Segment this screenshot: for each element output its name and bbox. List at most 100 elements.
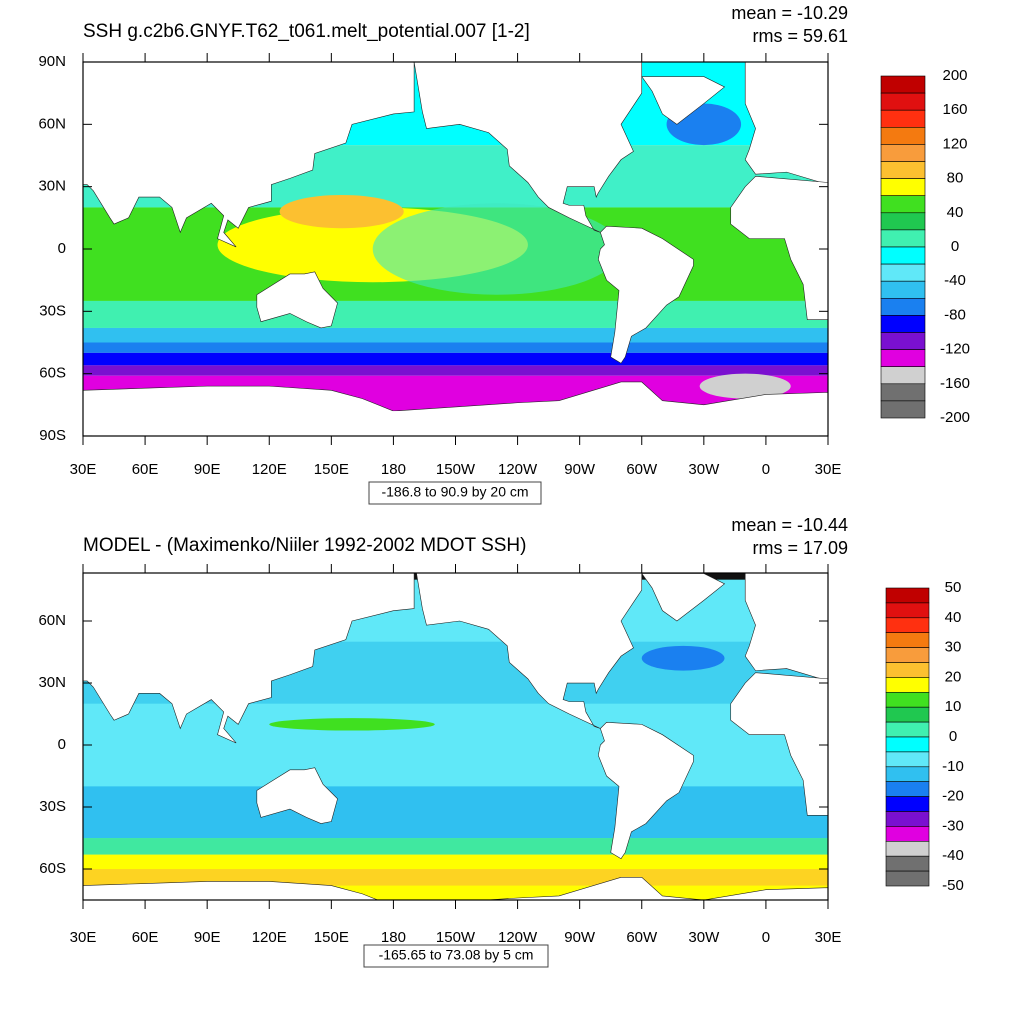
colorbar-box xyxy=(885,691,930,708)
range-box xyxy=(363,944,549,968)
x-tick-label: 30W xyxy=(688,929,720,946)
colorbar-label: -80 xyxy=(944,306,966,323)
x-tick-label: 150E xyxy=(314,461,349,478)
x-tick-label: 180 xyxy=(381,929,406,946)
colorbar-box xyxy=(880,366,926,385)
colorbar-label: -30 xyxy=(942,817,964,834)
colorbar-box xyxy=(885,736,930,753)
colorbar-box xyxy=(880,127,926,145)
x-tick-label: 60E xyxy=(132,929,159,946)
colorbar-label: 0 xyxy=(949,728,957,745)
colorbar-box xyxy=(880,229,926,248)
colorbar-box xyxy=(880,280,926,299)
colorbar-box xyxy=(885,781,930,797)
colorbar-box xyxy=(885,870,930,887)
colorbar-box xyxy=(880,109,926,128)
colorbar-box xyxy=(880,383,926,402)
colorbar-box xyxy=(885,811,930,827)
colorbar-box xyxy=(880,332,926,350)
x-tick-label: 120E xyxy=(252,461,287,478)
x-tick-label: 90E xyxy=(194,461,221,478)
range-label: -165.65 to 73.08 by 5 cm xyxy=(379,947,534,963)
stat-mean: mean = -10.29 xyxy=(731,3,848,23)
colorbar-label: 120 xyxy=(942,135,967,152)
colorbar-label: -10 xyxy=(942,758,964,775)
range-label: -186.8 to 90.9 by 20 cm xyxy=(381,484,528,500)
y-tick-label: 30S xyxy=(39,798,66,815)
colorbar-box xyxy=(880,212,926,231)
stat-mean: mean = -10.44 xyxy=(731,515,848,535)
colorbar-box xyxy=(880,400,926,419)
range-box xyxy=(368,481,542,505)
x-tick-label: 120E xyxy=(252,929,287,946)
x-tick-label: 60W xyxy=(626,929,658,946)
colorbar-box xyxy=(880,246,926,265)
colorbar-box xyxy=(880,297,926,316)
colorbar-box xyxy=(885,617,930,633)
map-field xyxy=(83,62,828,436)
x-tick-label: 90W xyxy=(564,929,596,946)
colorbar-label: 200 xyxy=(942,67,967,84)
colorbar-box xyxy=(880,263,926,282)
y-tick-label: 0 xyxy=(58,240,66,257)
y-tick-label: 60S xyxy=(39,860,66,877)
x-tick-label: 30E xyxy=(815,461,842,478)
colorbar-label: 0 xyxy=(951,238,959,255)
colorbar-label: 20 xyxy=(945,668,962,685)
map-field xyxy=(83,573,828,900)
colorbar-label: 30 xyxy=(945,639,962,656)
panel-title: MODEL - (Maximenko/Niiler 1992-2002 MDOT… xyxy=(83,535,526,556)
y-tick-label: 60S xyxy=(39,365,66,382)
y-tick-label: 0 xyxy=(58,736,66,753)
colorbar-box xyxy=(885,662,930,678)
x-tick-label: 60E xyxy=(132,461,159,478)
x-tick-label: 120W xyxy=(498,929,538,946)
y-tick-label: 90N xyxy=(38,53,66,70)
colorbar-box xyxy=(885,677,930,693)
colorbar-box xyxy=(885,855,930,872)
x-tick-label: 150E xyxy=(314,929,349,946)
colorbar-box xyxy=(885,766,930,782)
y-tick-label: 30N xyxy=(38,178,66,195)
x-tick-label: 30E xyxy=(70,461,97,478)
stat-rms: rms = 17.09 xyxy=(752,538,848,558)
stat-rms: rms = 59.61 xyxy=(752,26,848,46)
y-tick-label: 60N xyxy=(38,115,66,132)
colorbar-label: -50 xyxy=(942,877,964,894)
x-tick-label: 90W xyxy=(564,461,596,478)
panel-title: SSH g.c2b6.GNYF.T62_t061.melt_potential.… xyxy=(83,21,530,42)
colorbar-label: 80 xyxy=(947,170,964,187)
y-tick-label: 30N xyxy=(38,674,66,691)
y-tick-label: 90S xyxy=(39,427,66,444)
colorbar-box xyxy=(880,161,926,179)
x-tick-label: 90E xyxy=(194,929,221,946)
colorbar-box xyxy=(880,144,926,162)
colorbar-box xyxy=(885,840,930,857)
x-tick-label: 180 xyxy=(381,461,406,478)
colorbar-box xyxy=(885,602,930,619)
colorbar-label: 160 xyxy=(942,101,967,118)
colorbar-box xyxy=(885,826,930,842)
colorbar-box xyxy=(880,178,926,197)
colorbar-label: -160 xyxy=(940,375,970,392)
colorbar-box xyxy=(885,751,930,768)
colorbar-label: -120 xyxy=(940,341,970,358)
colorbar-label: -20 xyxy=(942,788,964,805)
x-tick-label: 150W xyxy=(436,461,476,478)
x-tick-label: 60W xyxy=(626,461,658,478)
colorbar-box xyxy=(885,632,930,648)
colorbar-label: -200 xyxy=(940,409,970,426)
x-tick-label: 30E xyxy=(815,929,842,946)
colorbar-label: 40 xyxy=(947,204,964,221)
colorbar-label: 40 xyxy=(945,609,962,626)
colorbar-label: 50 xyxy=(945,579,962,596)
x-tick-label: 0 xyxy=(762,461,770,478)
colorbar-box xyxy=(880,315,926,333)
y-tick-label: 60N xyxy=(38,612,66,629)
colorbar-box xyxy=(885,706,930,723)
colorbar-box xyxy=(880,195,926,214)
x-tick-label: 30E xyxy=(70,929,97,946)
x-tick-label: 150W xyxy=(436,929,476,946)
x-tick-label: 30W xyxy=(688,461,720,478)
